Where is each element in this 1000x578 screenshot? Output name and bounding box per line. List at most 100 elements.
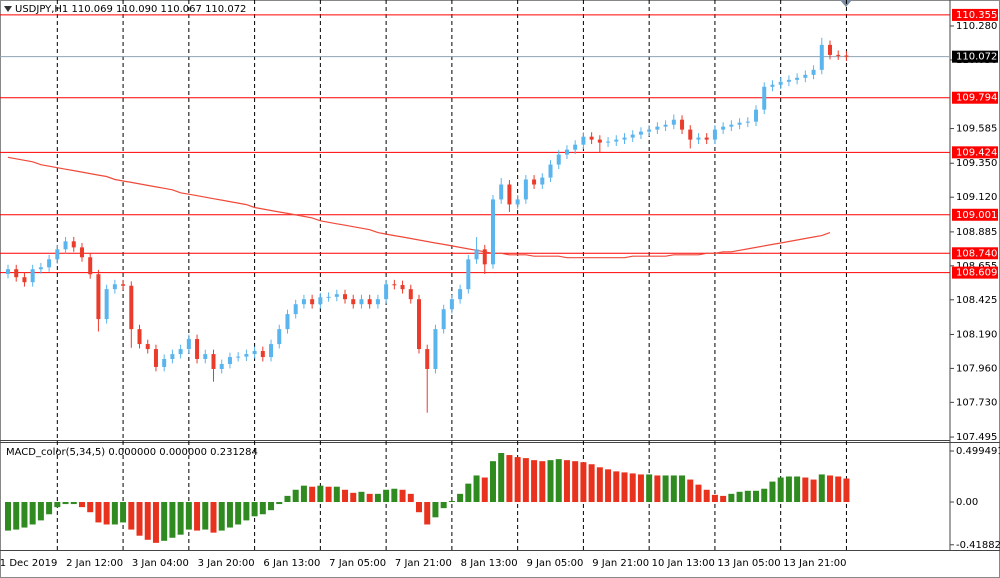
candle-body xyxy=(425,349,430,370)
y-tick-label: 109.585 xyxy=(956,124,997,135)
candle-body xyxy=(622,137,627,140)
macd-bar xyxy=(605,469,612,503)
macd-bar xyxy=(580,462,587,503)
macd-bar xyxy=(350,492,357,503)
candle-body xyxy=(482,249,487,265)
candle-body xyxy=(655,126,660,130)
candle-body xyxy=(121,284,126,286)
macd-bar xyxy=(794,476,801,503)
candle-body xyxy=(318,297,323,305)
moving-average xyxy=(7,156,831,259)
candle-body xyxy=(762,86,767,110)
macd-bar xyxy=(111,502,118,525)
candle-body xyxy=(729,124,734,127)
x-tick-label: 7 Jan 05:00 xyxy=(329,558,386,569)
candle-body xyxy=(606,141,611,143)
macd-bar xyxy=(342,489,349,503)
macd-bar xyxy=(169,502,176,538)
x-tick-label: 13 Jan 05:00 xyxy=(717,558,780,569)
candle-body xyxy=(696,137,701,140)
macd-bar xyxy=(185,502,192,530)
y-tick-label: 0.00 xyxy=(956,497,978,508)
candle-body xyxy=(671,119,676,125)
level-label: 108.609 xyxy=(956,268,997,279)
macd-bar xyxy=(416,502,422,513)
candle-body xyxy=(392,284,397,286)
candle-body xyxy=(269,344,274,358)
candle-body xyxy=(532,179,537,185)
macd-bar xyxy=(753,490,760,503)
candle-body xyxy=(828,44,832,55)
macd-bar xyxy=(720,495,727,503)
macd-bar xyxy=(498,453,505,503)
macd-bar xyxy=(243,502,250,521)
candle-body xyxy=(310,299,315,305)
y-tick-label: 107.730 xyxy=(956,397,997,408)
candle-body xyxy=(285,314,290,330)
candle-body xyxy=(647,129,652,132)
x-tick-label: 8 Jan 13:00 xyxy=(461,558,518,569)
candle-body xyxy=(663,124,668,127)
macd-bar xyxy=(399,489,406,503)
candle-body xyxy=(548,164,553,178)
macd-bar xyxy=(637,474,644,503)
level-label: 109.001 xyxy=(956,210,997,221)
labels: 110.280110.050109.585109.350109.120108.8… xyxy=(0,8,1000,569)
candle-body xyxy=(14,269,19,278)
candle-body xyxy=(573,144,578,150)
macd-bar xyxy=(563,460,570,503)
menu-icon[interactable] xyxy=(4,6,12,12)
candle-body xyxy=(343,294,348,300)
candle-body xyxy=(112,284,117,290)
macd-bar xyxy=(103,502,110,525)
candle-body xyxy=(778,81,783,85)
y-tick-label: 108.655 xyxy=(956,261,997,272)
candle-body xyxy=(145,344,150,350)
candle-body xyxy=(71,241,76,248)
macd-bar xyxy=(506,455,513,503)
macd-bar xyxy=(144,502,151,540)
y-tick-label: 109.350 xyxy=(956,158,997,169)
macd-bar xyxy=(596,467,603,503)
candle-body xyxy=(770,84,775,87)
marks xyxy=(5,37,850,543)
candle-body xyxy=(449,299,454,310)
macd-bar xyxy=(588,464,595,503)
candle-body xyxy=(507,184,512,205)
macd-bar xyxy=(572,461,579,503)
y-tick-label: 109.120 xyxy=(956,192,997,203)
macd-bar xyxy=(177,502,184,535)
y-tick-label: 108.885 xyxy=(956,227,997,238)
candle-body xyxy=(408,289,413,300)
candle-body xyxy=(219,363,224,370)
macd-bar xyxy=(555,459,562,503)
macd-bar xyxy=(539,461,546,503)
candle-body xyxy=(293,304,298,315)
level-label-bg xyxy=(952,8,998,21)
macd-bar xyxy=(818,474,825,503)
candle-body xyxy=(79,247,84,258)
chart-title: USDJPY,H1 110.069 110.090 110.067 110.07… xyxy=(15,4,246,15)
macd-bar xyxy=(662,475,669,503)
macd-bar xyxy=(226,502,233,528)
macd-bar xyxy=(161,502,168,541)
candle-body xyxy=(803,74,808,78)
macd-bar xyxy=(202,502,209,530)
macd-bar xyxy=(424,502,431,525)
macd-bar xyxy=(62,502,69,505)
candle-body xyxy=(351,299,356,305)
macd-bar xyxy=(514,457,521,503)
macd-bar xyxy=(769,481,776,503)
candle-body xyxy=(367,299,372,305)
candle-body xyxy=(252,350,257,355)
macd-bar xyxy=(37,502,44,521)
macd-bar xyxy=(251,502,258,517)
macd-bar xyxy=(777,477,784,503)
macd-bar xyxy=(383,489,390,503)
macd-bar xyxy=(284,495,291,503)
candle-body xyxy=(433,329,438,370)
macd-bar xyxy=(374,493,381,503)
candle-body xyxy=(334,294,339,297)
macd-bar xyxy=(87,502,94,513)
macd-bar xyxy=(629,473,636,503)
